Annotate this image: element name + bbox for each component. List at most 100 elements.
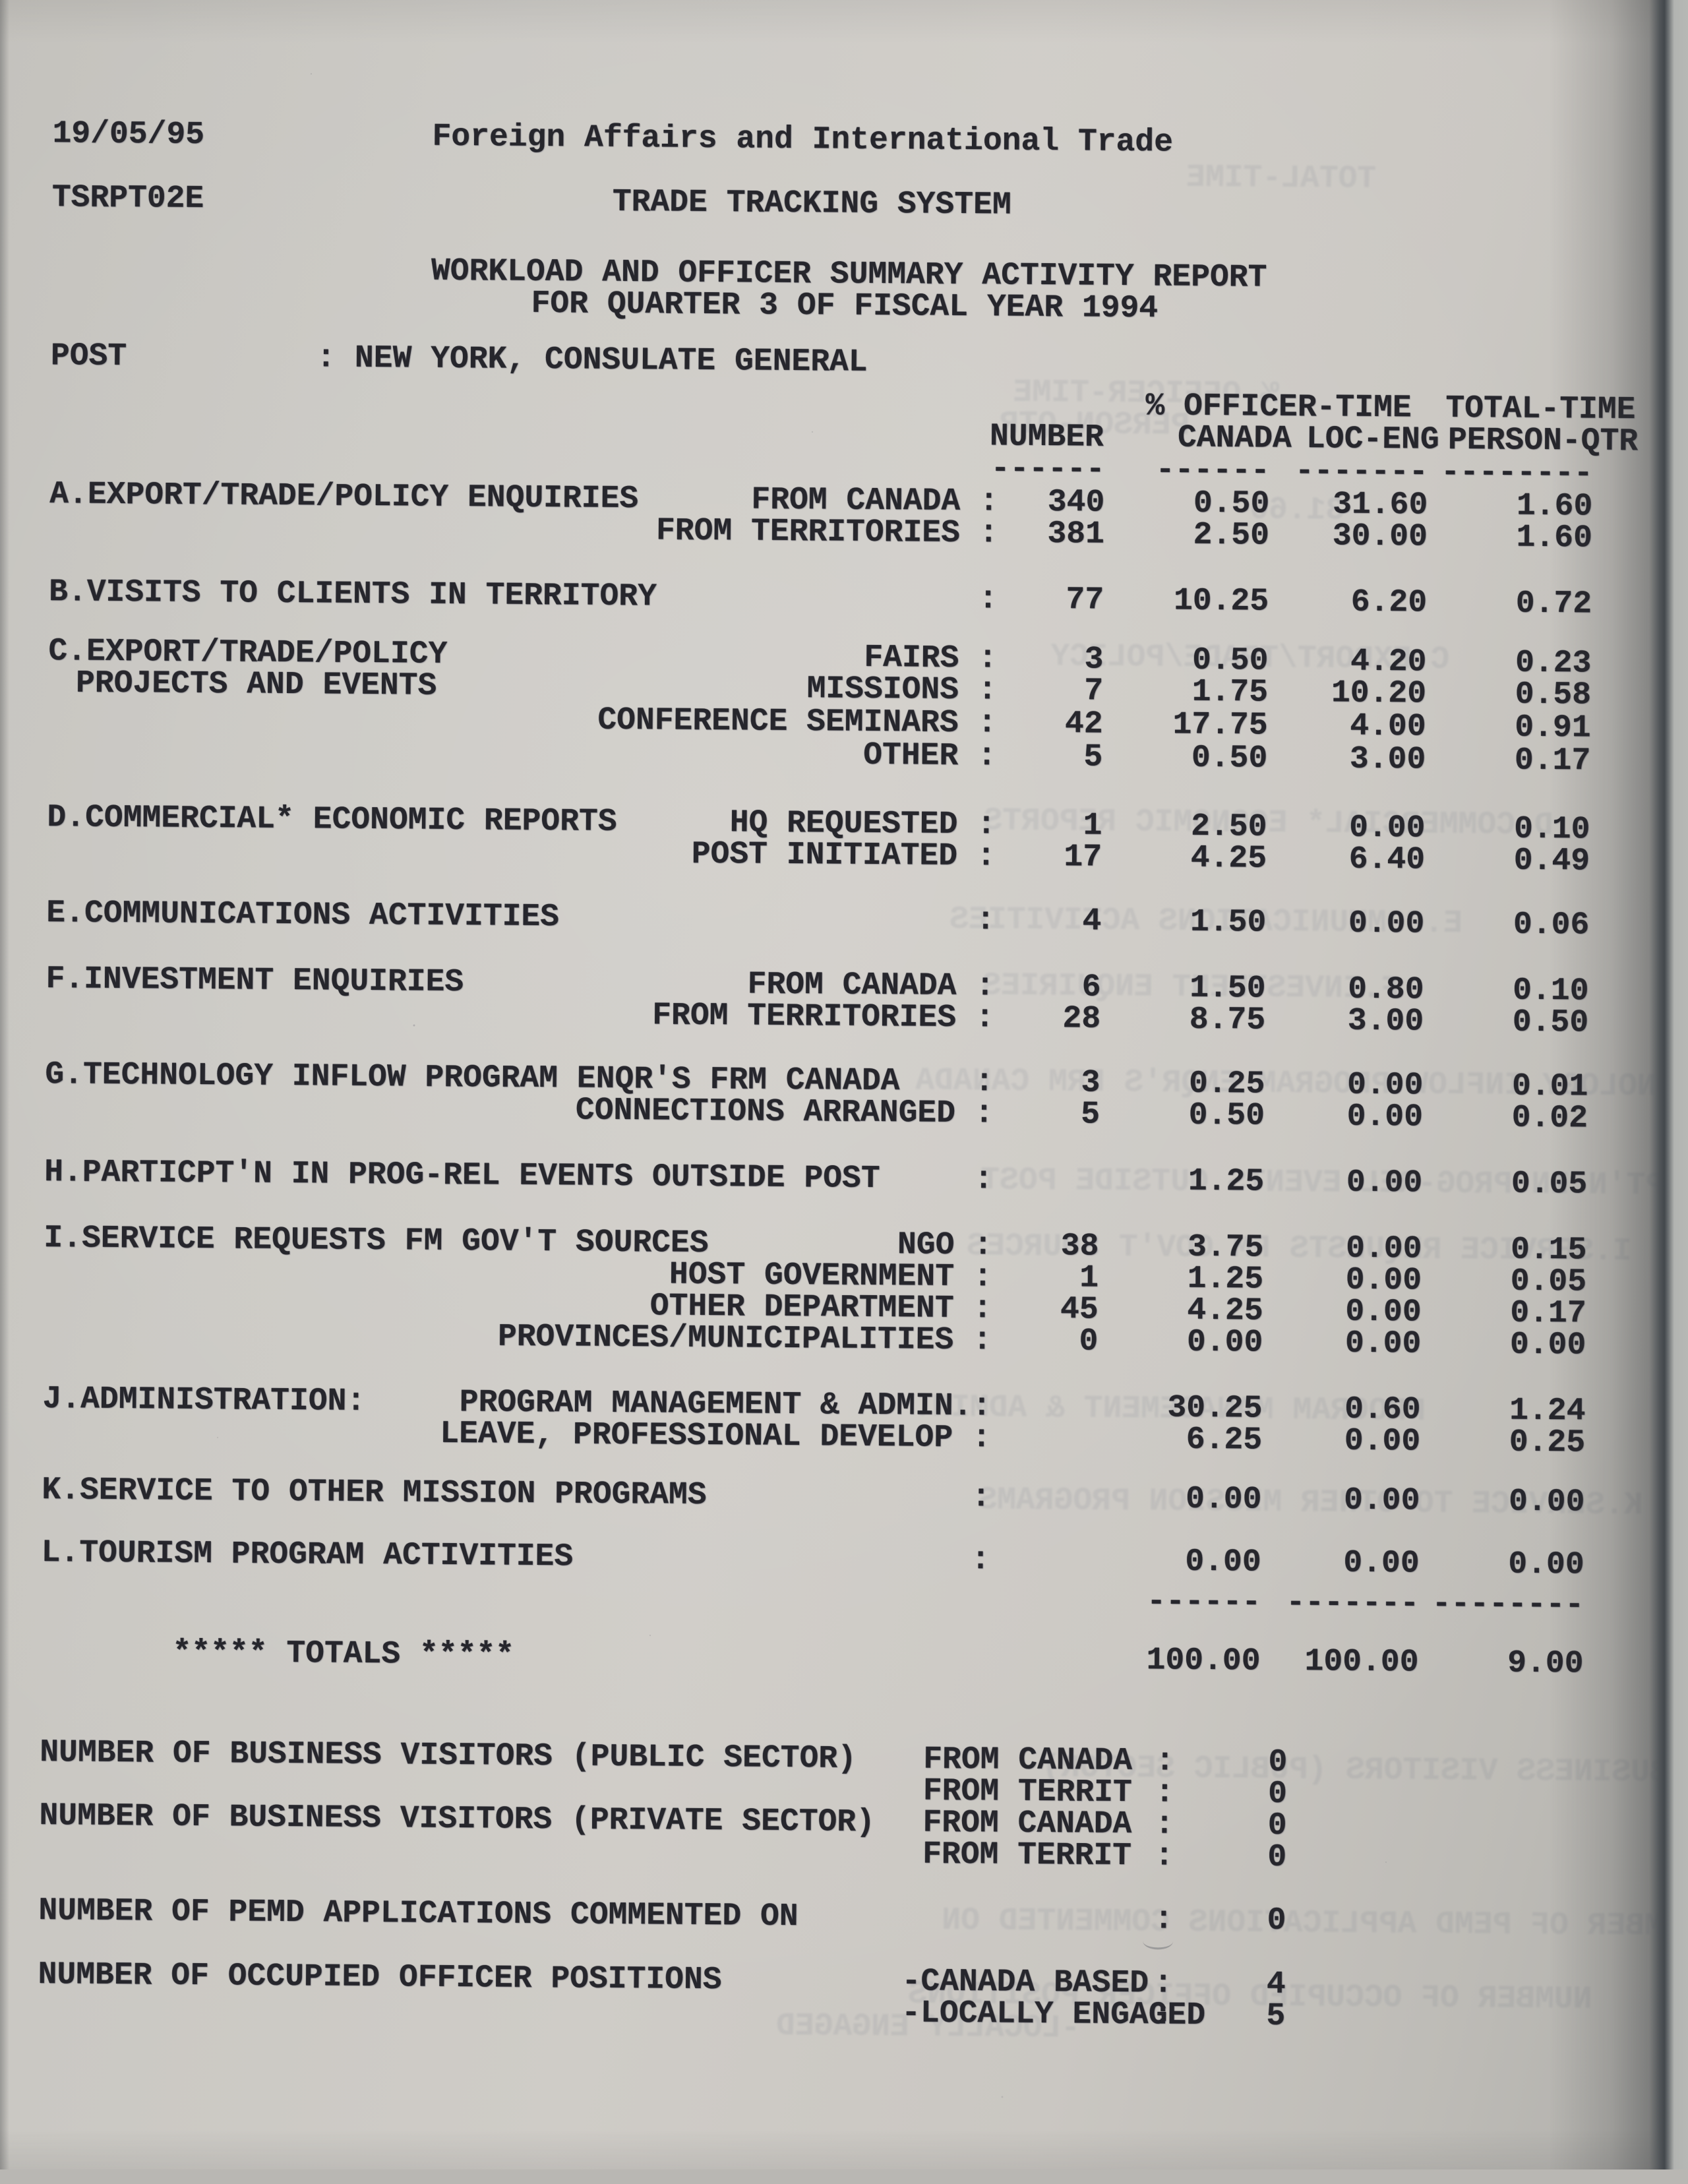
row-separator: : — [977, 706, 997, 742]
totals-person-qtr: 9.00 — [1507, 1645, 1584, 1682]
cell-number: 0 — [1079, 1323, 1099, 1360]
cell-number: 5 — [1080, 1097, 1100, 1133]
row-separator: : — [977, 739, 997, 775]
row-label: E.COMMUNICATIONS ACTIVITIES — [46, 895, 560, 936]
column-rule: ------ — [1155, 452, 1270, 489]
cell-loc-eng: 6.20 — [1350, 584, 1428, 621]
summary-value: 0 — [1267, 1902, 1286, 1939]
col-header-person-qtr: PERSON-QTR — [1447, 422, 1639, 460]
row-separator: : — [977, 807, 996, 843]
row-sublabel: FAIRS — [864, 640, 959, 677]
cell-loc-eng: 30.00 — [1332, 518, 1428, 555]
cell-canada: 6.25 — [1186, 1422, 1263, 1459]
row-sublabel: MISSIONS — [806, 671, 959, 708]
cell-person-qtr: 0.05 — [1511, 1166, 1588, 1203]
cell-person-qtr: 0.17 — [1514, 743, 1591, 779]
row-label: G.TECHNOLOGY INFLOW PROGRAM ENQR'S FRM C… — [45, 1057, 900, 1100]
summary-sublabel: FROM TERRIT — [922, 1836, 1132, 1875]
summary-separator: : — [1155, 1775, 1174, 1811]
totals-label: ***** TOTALS ***** — [172, 1635, 515, 1674]
cell-number: 6 — [1081, 969, 1101, 1006]
cell-person-qtr: 0.49 — [1513, 843, 1590, 880]
col-header-total-time: TOTAL-TIME — [1445, 390, 1636, 429]
cell-canada: 10.25 — [1173, 583, 1269, 620]
cell-number: 5 — [1083, 739, 1103, 775]
cell-person-qtr: 0.02 — [1511, 1100, 1588, 1137]
bleed-through-text: TOTAL-TIME — [1186, 160, 1377, 197]
row-separator: : — [974, 1096, 994, 1132]
post-name: NEW YORK, CONSULATE GENERAL — [354, 340, 868, 380]
cell-number: 38 — [1060, 1228, 1099, 1265]
cell-loc-eng: 0.00 — [1345, 1294, 1422, 1331]
row-separator: : — [973, 1228, 993, 1264]
column-rule: ------- — [1294, 453, 1428, 491]
column-rule: ------ — [990, 451, 1105, 488]
row-sublabel: CONFERENCE SEMINARS — [597, 702, 959, 741]
cell-canada: 0.00 — [1185, 1544, 1261, 1581]
cell-person-qtr: 0.15 — [1510, 1232, 1587, 1269]
row-sublabel: FROM CANADA — [751, 482, 961, 520]
cell-number: 381 — [1047, 516, 1105, 553]
cell-loc-eng: 0.00 — [1343, 1482, 1420, 1519]
cell-loc-eng: 0.00 — [1343, 1545, 1420, 1582]
cell-canada: 0.50 — [1193, 485, 1270, 522]
post-separator: : — [316, 340, 336, 377]
row-sublabel: POST INITIATED — [691, 836, 958, 874]
cell-number: 42 — [1064, 706, 1103, 743]
row-separator: : — [979, 516, 998, 552]
cell-loc-eng: 31.60 — [1332, 487, 1428, 524]
row-separator: : — [973, 1291, 992, 1327]
summary-separator: : — [1155, 1807, 1174, 1843]
col-header-loc-eng: LOC-ENG — [1306, 421, 1439, 458]
cell-loc-eng: 4.20 — [1350, 644, 1427, 681]
row-separator: : — [975, 969, 995, 1005]
summary-label: NUMBER OF PEMD APPLICATIONS COMMENTED ON — [38, 1893, 799, 1935]
cell-person-qtr: 0.06 — [1513, 907, 1590, 944]
row-sublabel: PROVINCES/MUNICIPALITIES — [497, 1319, 954, 1358]
cell-person-qtr: 0.25 — [1509, 1424, 1586, 1461]
row-sublabel: FROM TERRITORIES — [655, 513, 961, 551]
row-sublabel: CONNECTIONS ARRANGED — [575, 1093, 956, 1132]
totals-rule: -------- — [1432, 1586, 1584, 1623]
summary-sublabel: FROM TERRIT — [922, 1773, 1132, 1811]
summary-value: 0 — [1267, 1776, 1288, 1812]
row-label: PROJECTS AND EVENTS — [75, 665, 437, 704]
row-label: I.SERVICE REQUESTS FM GOV'T SOURCES — [44, 1221, 709, 1262]
cell-person-qtr: 0.10 — [1513, 811, 1590, 848]
row-label: K.SERVICE TO OTHER MISSION PROGRAMS — [42, 1472, 707, 1514]
cell-number: 28 — [1062, 1001, 1101, 1037]
summary-value: 4 — [1266, 1966, 1286, 2003]
row-separator: : — [973, 1323, 992, 1359]
cell-canada: 4.25 — [1187, 1292, 1263, 1329]
row-separator: : — [978, 582, 998, 618]
cell-canada: 2.50 — [1190, 808, 1267, 845]
row-separator: : — [979, 484, 999, 520]
cell-loc-eng: 4.00 — [1350, 708, 1426, 745]
cell-number: 77 — [1066, 582, 1104, 619]
cell-person-qtr: 0.01 — [1511, 1068, 1588, 1105]
summary-separator: : — [1154, 1838, 1174, 1875]
cell-loc-eng: 0.00 — [1346, 1099, 1424, 1136]
cell-canada: 1.75 — [1191, 674, 1269, 711]
report-code: TSRPT02E — [51, 180, 204, 217]
report-period: FOR QUARTER 3 OF FISCAL YEAR 1994 — [531, 286, 1159, 327]
department-name: Foreign Affairs and International Trade — [432, 119, 1174, 161]
row-sublabel: OTHER — [862, 737, 959, 774]
summary-separator: : — [1155, 1744, 1175, 1780]
cell-number: 1 — [1079, 1260, 1099, 1296]
column-rule: -------- — [1440, 454, 1593, 492]
cell-canada: 1.25 — [1187, 1261, 1264, 1298]
cell-person-qtr: 1.60 — [1516, 520, 1593, 557]
cell-person-qtr: 0.17 — [1510, 1295, 1586, 1332]
cell-loc-eng: 0.00 — [1344, 1423, 1421, 1460]
system-name: TRADE TRACKING SYSTEM — [612, 184, 1011, 224]
cell-loc-eng: 0.60 — [1344, 1391, 1421, 1428]
cell-number: 17 — [1064, 839, 1102, 876]
row-label: H.PARTICPT'N IN PROG-REL EVENTS OUTSIDE … — [44, 1155, 880, 1198]
cell-number: 7 — [1083, 673, 1104, 710]
row-separator: : — [976, 839, 996, 875]
post-label: POST — [50, 338, 127, 375]
cell-person-qtr: 0.00 — [1508, 1546, 1584, 1583]
summary-value: 0 — [1267, 1807, 1287, 1844]
